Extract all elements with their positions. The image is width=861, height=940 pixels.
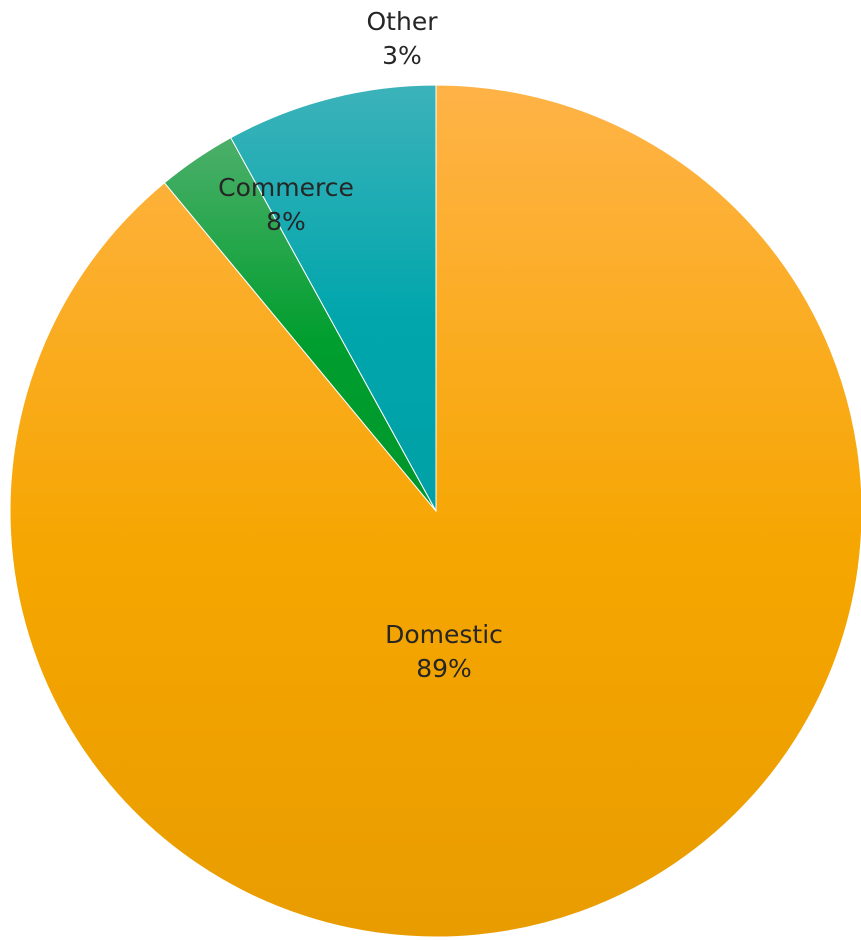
slice-name-label-other: Other [367, 7, 439, 36]
slices-layer [9, 84, 861, 938]
pie-slice-commerce [230, 84, 437, 512]
slice-name-label-commerce: Commerce [218, 173, 354, 202]
slice-value-label-domestic: 89% [416, 654, 472, 683]
labels-layer: Domestic 89% Other 3% Commerce 8% [218, 7, 503, 683]
slice-value-label-other: 3% [382, 41, 422, 70]
slice-name-label-domestic: Domestic [385, 620, 503, 649]
slice-value-label-commerce: 8% [266, 207, 306, 236]
